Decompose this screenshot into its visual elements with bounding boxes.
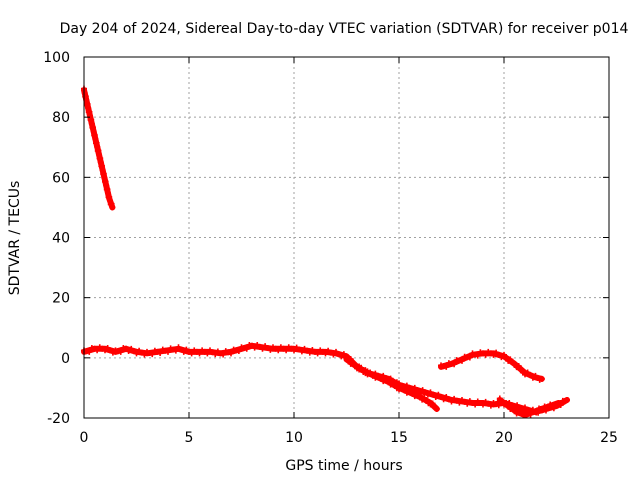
data-point [466,354,473,361]
data-point [498,398,505,405]
y-axis-label: SDTVAR / TECUs [7,181,23,296]
data-marks [81,85,570,418]
data-point [515,362,522,369]
data-point [511,407,518,414]
x-tick-label: 20 [495,430,513,446]
data-point [564,396,570,403]
data-point [507,356,514,363]
data-point [555,399,562,406]
data-point [433,405,440,412]
data-point [517,366,524,373]
data-series [438,348,545,383]
chart-title: Day 204 of 2024, Sidereal Day-to-day VTE… [60,21,629,37]
data-point [86,348,93,355]
data-point [345,357,352,364]
x-tick-label: 0 [80,430,89,446]
y-tick-label: 20 [52,291,70,307]
data-point [503,354,510,361]
data-series [343,354,440,412]
data-point [109,204,116,211]
data-point [509,404,516,411]
y-tick-label: 80 [52,110,70,126]
data-series [496,395,562,418]
axis-ticks: 0 5 10 15 20 25 -20 0 20 40 60 80 100 [43,50,618,446]
x-tick-label: 5 [185,430,194,446]
data-point [220,351,227,358]
data-point [501,351,507,358]
data-series [81,85,116,211]
y-tick-label: 0 [61,351,70,367]
data-point [172,347,179,354]
data-point [243,345,250,352]
data-point [228,350,234,357]
data-point [157,349,164,356]
data-point [451,361,458,368]
data-point [495,402,502,409]
data-point [149,351,156,358]
data-point [459,357,465,364]
data-point [196,350,203,357]
data-point [117,348,124,355]
data-point [511,360,518,367]
data-point [349,359,356,366]
grid [84,57,609,418]
y-tick-label: 100 [43,50,70,66]
data-point [533,409,540,416]
data-point [165,348,171,355]
data-point [503,399,510,406]
data-point [343,354,350,361]
data-point [443,363,450,370]
data-point [538,375,545,382]
data-point [505,402,512,409]
x-tick-label: 15 [390,430,408,446]
x-tick-label: 10 [285,430,303,446]
y-tick-label: 40 [52,231,70,247]
data-point [204,350,211,357]
data-point [188,350,195,357]
data-point [429,400,436,407]
data-point [474,352,481,359]
data-point [314,350,321,357]
x-tick-label: 25 [600,430,618,446]
data-point [482,351,489,358]
data-point [235,348,242,355]
data-point [496,395,503,402]
y-tick-label: 60 [52,170,70,186]
data-point [538,407,545,414]
y-tick-label: -20 [47,411,70,427]
x-axis-label: GPS time / hours [285,458,402,474]
